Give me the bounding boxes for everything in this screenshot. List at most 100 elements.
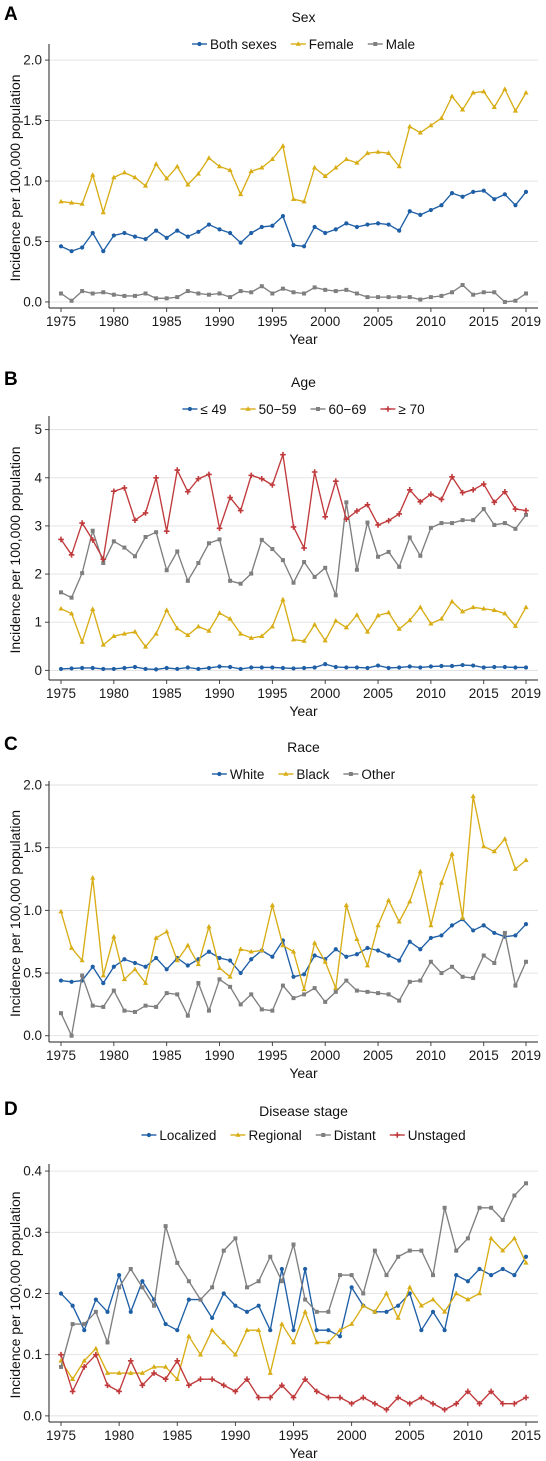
data-point xyxy=(101,290,106,295)
data-point xyxy=(196,981,201,986)
data-point xyxy=(470,793,476,799)
data-point xyxy=(417,604,423,610)
legend-title: Sex xyxy=(291,9,315,25)
data-point xyxy=(238,630,244,636)
data-point xyxy=(442,1328,447,1333)
data-point xyxy=(459,608,466,614)
data-point xyxy=(111,292,116,297)
series-3 xyxy=(58,1351,529,1413)
data-point xyxy=(481,665,486,670)
data-point xyxy=(439,971,444,976)
data-point xyxy=(270,547,275,552)
x-tick-label: 1975 xyxy=(46,314,76,329)
series-0 xyxy=(58,917,529,986)
data-point xyxy=(442,1205,447,1210)
data-point xyxy=(438,115,445,120)
data-point xyxy=(117,1273,122,1278)
data-point xyxy=(372,1400,378,1407)
data-point xyxy=(80,973,85,978)
data-point xyxy=(122,665,127,671)
series-1 xyxy=(58,596,529,649)
data-point xyxy=(354,665,360,670)
data-point xyxy=(280,665,286,671)
data-point xyxy=(195,170,201,176)
data-point xyxy=(459,489,466,496)
data-point xyxy=(269,623,275,629)
x-tick-label: 1985 xyxy=(152,1048,182,1063)
data-point xyxy=(332,478,339,484)
data-point xyxy=(143,666,148,672)
legend-label: ≤ 49 xyxy=(200,402,226,417)
data-point xyxy=(69,666,74,671)
data-point xyxy=(238,240,243,245)
data-point xyxy=(418,665,423,670)
data-point xyxy=(397,958,402,963)
series-1 xyxy=(58,793,529,992)
data-point xyxy=(80,245,85,250)
data-point xyxy=(249,665,254,670)
data-point xyxy=(386,222,391,227)
data-point xyxy=(354,612,360,617)
panel-d: D Disease stage Localized Regional Distant Un… xyxy=(4,1099,541,1461)
data-point xyxy=(196,666,201,672)
data-point xyxy=(151,1370,157,1376)
data-point xyxy=(375,149,381,154)
data-point xyxy=(354,160,360,165)
data-point xyxy=(69,979,74,984)
x-tick-label: 1975 xyxy=(46,1428,76,1443)
data-point xyxy=(270,954,275,959)
data-point xyxy=(349,1321,355,1326)
x-tick-label: 2005 xyxy=(363,314,393,329)
data-point xyxy=(442,1309,448,1314)
data-point xyxy=(58,536,64,543)
data-point xyxy=(502,299,507,304)
data-point xyxy=(311,469,318,475)
data-point xyxy=(430,1309,436,1314)
data-point xyxy=(489,1273,494,1278)
y-tick-label: 0.5 xyxy=(23,966,42,981)
data-point xyxy=(312,224,317,230)
y-tick-label: 0.5 xyxy=(23,234,42,249)
data-point xyxy=(197,1351,204,1357)
series-0 xyxy=(58,662,529,672)
data-point xyxy=(221,1248,226,1253)
data-point xyxy=(417,868,423,874)
data-point xyxy=(206,665,212,671)
data-point xyxy=(344,221,349,226)
data-point xyxy=(481,188,486,193)
x-tick-label: 1995 xyxy=(257,686,287,701)
data-point xyxy=(216,525,223,532)
data-point xyxy=(312,621,318,627)
legend-key-marker xyxy=(187,406,192,412)
data-point xyxy=(101,1004,106,1009)
data-point xyxy=(314,1328,319,1333)
data-point xyxy=(153,935,159,940)
data-point xyxy=(153,161,159,166)
x-tick-label: 1980 xyxy=(99,1048,129,1063)
data-point xyxy=(154,1004,159,1009)
data-point xyxy=(428,922,434,928)
data-point xyxy=(512,866,519,871)
data-point xyxy=(279,1266,284,1272)
data-point xyxy=(418,1302,424,1308)
data-point xyxy=(417,129,423,135)
data-point xyxy=(244,1327,250,1332)
data-point xyxy=(488,1388,494,1395)
data-point xyxy=(323,565,328,570)
data-point xyxy=(175,295,180,300)
data-point xyxy=(333,164,339,170)
data-point xyxy=(81,1357,87,1363)
data-point xyxy=(206,471,212,478)
data-point xyxy=(471,928,476,933)
data-point xyxy=(111,539,116,544)
data-point xyxy=(90,665,95,671)
series-0 xyxy=(58,1254,529,1339)
data-point xyxy=(121,630,128,636)
data-point xyxy=(117,1285,122,1290)
data-point xyxy=(492,522,497,527)
data-point xyxy=(513,298,518,303)
data-point xyxy=(502,488,508,495)
x-axis: 1975 1980 1985 1990 1995 2000 2005 2010 2015 2019 xyxy=(46,680,541,701)
data-point xyxy=(100,642,106,647)
